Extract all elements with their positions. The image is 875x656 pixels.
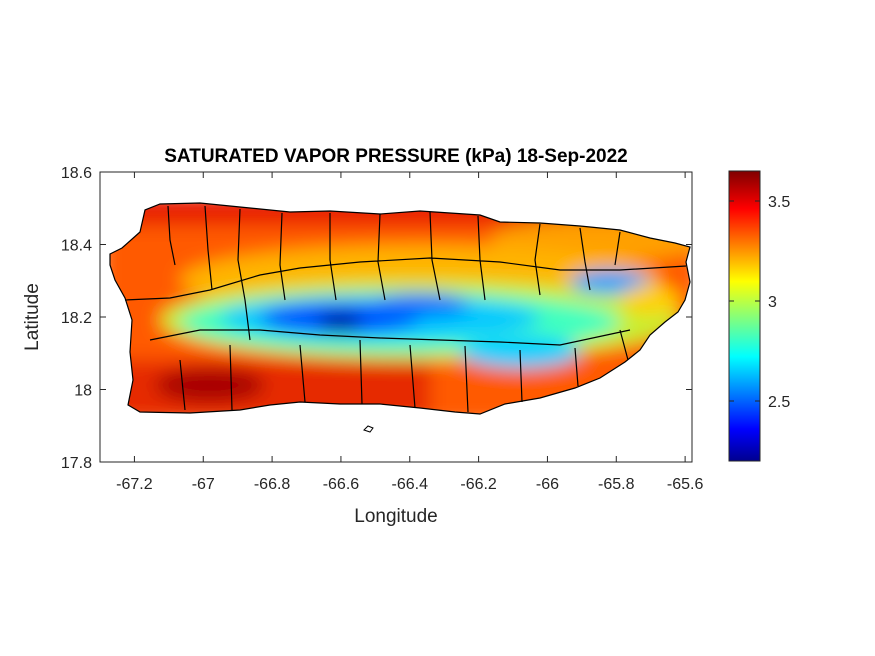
municipality-boundaries bbox=[109, 202, 691, 415]
colorbar-tick-label: 3.5 bbox=[768, 194, 790, 211]
x-tick-label: -66.8 bbox=[254, 476, 291, 493]
chart-title: SATURATED VAPOR PRESSURE (kPa) 18-Sep-20… bbox=[164, 146, 628, 167]
colorbar-tick-label: 3 bbox=[768, 294, 777, 311]
y-tick-label: 18.4 bbox=[61, 238, 92, 255]
y-tick-label: 18.6 bbox=[61, 165, 92, 182]
y-axis: 17.8 18 18.2 18.4 18.6 bbox=[61, 165, 692, 472]
y-axis-label: Latitude bbox=[22, 283, 43, 351]
x-axis: -67.2 -67 -66.8 -66.6 -66.4 -66.2 -66 -65.8 -65.… bbox=[116, 172, 703, 493]
x-tick-label: -67.2 bbox=[116, 476, 153, 493]
offshore-island bbox=[363, 425, 374, 433]
colorbar bbox=[728, 170, 761, 462]
y-tick-label: 18 bbox=[74, 383, 92, 400]
x-tick-label: -66 bbox=[536, 476, 559, 493]
x-tick-label: -66.4 bbox=[392, 476, 429, 493]
colorbar-tick-label: 2.5 bbox=[768, 394, 790, 411]
x-tick-label: -67 bbox=[192, 476, 215, 493]
x-axis-label: Longitude bbox=[354, 506, 437, 527]
x-tick-label: -65.6 bbox=[667, 476, 704, 493]
x-tick-label: -65.8 bbox=[598, 476, 635, 493]
x-tick-label: -66.2 bbox=[460, 476, 497, 493]
y-tick-label: 18.2 bbox=[61, 310, 92, 327]
colorbar-ticks: 2.5 3 3.5 bbox=[729, 194, 790, 411]
y-tick-label: 17.8 bbox=[61, 455, 92, 472]
x-tick-label: -66.6 bbox=[323, 476, 360, 493]
